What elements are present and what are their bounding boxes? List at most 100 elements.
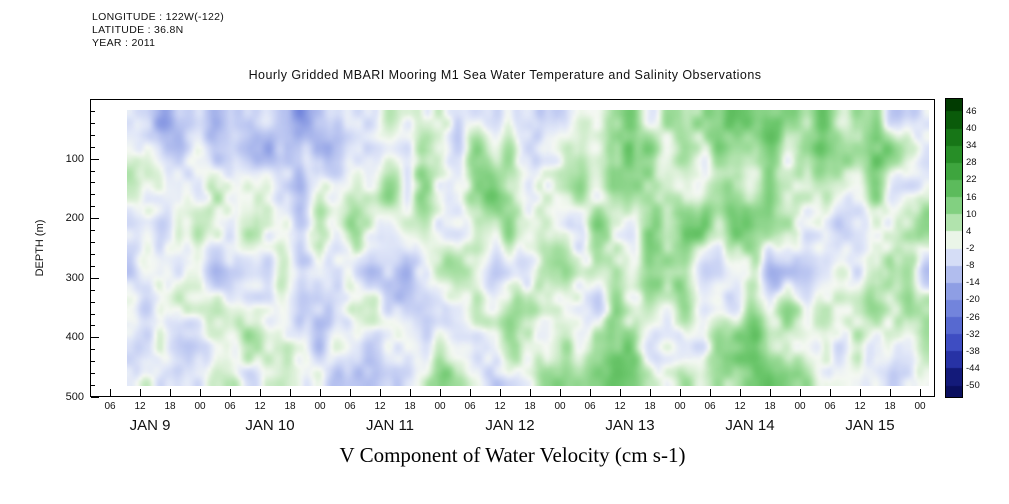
x-tick <box>410 389 411 397</box>
x-tick-label: 00 <box>314 401 326 412</box>
colorbar-canvas <box>946 99 962 397</box>
x-tick <box>290 389 291 397</box>
x-tick-label: 12 <box>254 401 266 412</box>
day-label: JAN 10 <box>245 417 295 434</box>
colorbar-label: 16 <box>966 191 977 203</box>
y-minor-tick <box>91 289 95 291</box>
colorbar-label: -20 <box>966 294 980 306</box>
colorbar-label: -44 <box>966 362 980 374</box>
y-minor-tick <box>91 230 95 232</box>
x-tick-label: 18 <box>164 401 176 412</box>
x-tick-label: 06 <box>104 401 116 412</box>
day-label: JAN 15 <box>845 417 895 434</box>
day-label: JAN 12 <box>485 417 535 434</box>
x-tick <box>710 389 711 397</box>
x-tick <box>920 389 921 397</box>
y-minor-tick <box>91 122 95 124</box>
colorbar-label: 40 <box>966 123 977 135</box>
day-label: JAN 13 <box>605 417 655 434</box>
x-tick <box>440 389 441 397</box>
x-tick <box>830 389 831 397</box>
x-tick-label: 18 <box>644 401 656 412</box>
y-tick-label: 400 <box>65 331 84 344</box>
y-minor-tick <box>91 194 95 196</box>
x-tick-label: 00 <box>554 401 566 412</box>
y-minor-tick <box>91 325 95 327</box>
x-tick <box>590 389 591 397</box>
plot-border <box>90 99 935 397</box>
y-tick-label: 500 <box>65 391 84 403</box>
x-tick <box>620 389 621 397</box>
x-tick <box>350 389 351 397</box>
x-tick <box>890 389 891 397</box>
x-tick <box>500 389 501 397</box>
x-tick <box>770 389 771 397</box>
latitude-label: LATITUDE : 36.8N <box>92 24 184 36</box>
heatmap-canvas <box>127 110 929 386</box>
x-tick <box>230 389 231 397</box>
x-tick-label: 06 <box>464 401 476 412</box>
y-major-tick <box>91 277 99 279</box>
y-minor-tick <box>91 361 95 363</box>
x-tick-label: 00 <box>674 401 686 412</box>
colorbar <box>945 98 963 398</box>
day-label: JAN 14 <box>725 417 775 434</box>
y-major-tick <box>91 397 99 398</box>
colorbar-label: 10 <box>966 208 977 220</box>
x-tick <box>560 389 561 397</box>
x-tick <box>800 389 801 397</box>
x-tick-label: 12 <box>854 401 866 412</box>
x-tick <box>170 389 171 397</box>
x-tick <box>320 389 321 397</box>
year-label: YEAR : 2011 <box>92 37 156 49</box>
y-minor-tick <box>91 242 95 244</box>
x-tick <box>380 389 381 397</box>
colorbar-label: -26 <box>966 311 980 323</box>
x-tick-label: 12 <box>734 401 746 412</box>
chart-caption: V Component of Water Velocity (cm s-1) <box>339 443 686 467</box>
x-tick-label: 00 <box>794 401 806 412</box>
y-axis-title: DEPTH (m) <box>34 219 46 277</box>
x-tick-label: 00 <box>434 401 446 412</box>
x-tick-label: 06 <box>344 401 356 412</box>
x-tick-label: 12 <box>494 401 506 412</box>
colorbar-label: 28 <box>966 157 977 169</box>
x-tick-label: 00 <box>914 401 926 412</box>
x-tick <box>110 389 111 397</box>
colorbar-label: -8 <box>966 260 975 272</box>
x-tick-label: 18 <box>404 401 416 412</box>
x-tick-label: 18 <box>284 401 296 412</box>
x-tick-label: 06 <box>224 401 236 412</box>
y-major-tick <box>91 337 99 339</box>
x-tick <box>140 389 141 397</box>
y-minor-tick <box>91 349 95 351</box>
y-minor-tick <box>91 146 95 148</box>
y-tick-label: 300 <box>65 271 84 284</box>
x-tick <box>740 389 741 397</box>
longitude-label: LONGITUDE : 122W(-122) <box>92 11 225 23</box>
x-tick-label: 12 <box>614 401 626 412</box>
colorbar-label: -32 <box>966 328 980 340</box>
x-tick <box>470 389 471 397</box>
colorbar-label: 22 <box>966 174 977 186</box>
y-minor-tick <box>91 182 95 184</box>
x-tick <box>680 389 681 397</box>
colorbar-label: 4 <box>966 225 972 237</box>
x-tick <box>530 389 531 397</box>
y-minor-tick <box>91 134 95 136</box>
y-minor-tick <box>91 170 95 172</box>
colorbar-label: -2 <box>966 243 975 254</box>
x-tick-label: 12 <box>134 401 146 412</box>
y-minor-tick <box>91 313 95 315</box>
y-minor-tick <box>91 110 95 112</box>
x-tick <box>860 389 861 397</box>
x-tick-label: 06 <box>584 401 596 412</box>
x-tick <box>200 389 201 397</box>
metadata-block: LONGITUDE : 122W(-122) LATITUDE : 36.8N … <box>92 11 224 50</box>
y-tick-label: 200 <box>65 212 84 225</box>
colorbar-label: 46 <box>966 105 977 117</box>
x-tick-label: 12 <box>374 401 386 412</box>
y-minor-tick <box>91 301 95 303</box>
x-tick-label: 18 <box>764 401 776 412</box>
